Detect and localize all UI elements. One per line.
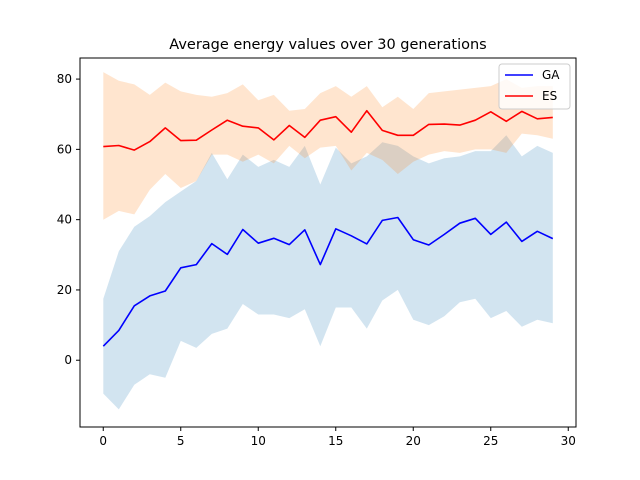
series-lines <box>102 109 554 347</box>
y-axis: 0 20 40 60 80 <box>57 72 80 367</box>
x-tick-label: 25 <box>483 434 498 448</box>
x-tick-label: 15 <box>328 434 343 448</box>
y-tick-label: 80 <box>57 72 72 86</box>
confidence-bands <box>103 72 553 410</box>
y-tick-label: 0 <box>64 353 72 367</box>
chart-title: Average energy values over 30 generation… <box>169 37 486 53</box>
legend-label-ga: GA <box>542 68 560 82</box>
x-tick-label: 30 <box>561 434 576 448</box>
band-ga <box>103 135 553 410</box>
x-axis: 0 5 10 15 20 25 30 <box>99 427 576 448</box>
band-es <box>103 72 553 220</box>
y-tick-label: 20 <box>57 283 72 297</box>
line-es <box>103 109 553 151</box>
plot-frame <box>79 57 577 428</box>
line-ga <box>102 216 554 347</box>
x-tick-label: 20 <box>406 434 421 448</box>
x-tick-label: 0 <box>99 434 107 448</box>
x-tick-label: 5 <box>177 434 185 448</box>
y-tick-label: 40 <box>57 213 72 227</box>
legend-label-es: ES <box>542 89 557 103</box>
x-tick-label: 10 <box>251 434 266 448</box>
y-tick-label: 60 <box>57 142 72 156</box>
legend: GA ES <box>498 63 571 110</box>
